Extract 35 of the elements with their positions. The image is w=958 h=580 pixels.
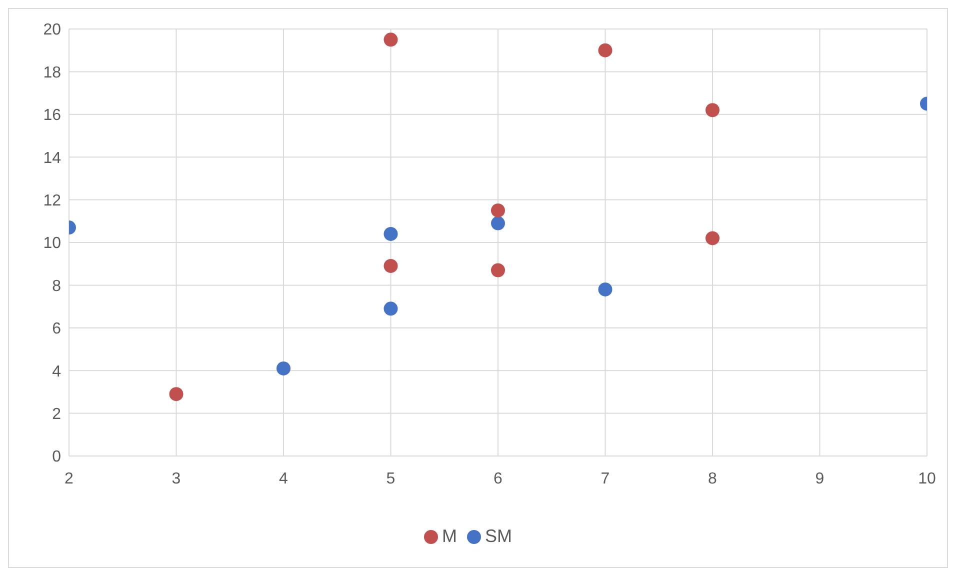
y-tick-label: 16 xyxy=(43,107,62,124)
point xyxy=(706,103,720,118)
point xyxy=(491,263,505,278)
point xyxy=(491,216,505,230)
x-tick-label: 10 xyxy=(918,470,936,488)
y-tick-label: 0 xyxy=(52,448,62,466)
y-tick-label: 6 xyxy=(52,320,62,338)
y-tick-label: 2 xyxy=(52,406,62,423)
point xyxy=(706,231,720,246)
y-tick-label: 20 xyxy=(43,22,62,39)
x-tick-label: 7 xyxy=(600,470,610,488)
y-tick-label: 18 xyxy=(43,64,62,82)
point xyxy=(384,32,398,47)
point xyxy=(169,387,184,402)
y-tick-label: 8 xyxy=(52,278,62,295)
legend-label: M xyxy=(442,526,457,546)
point xyxy=(384,226,398,241)
point xyxy=(598,282,612,296)
point xyxy=(598,43,612,58)
point xyxy=(491,203,505,218)
x-tick-label: 6 xyxy=(494,470,503,488)
y-tick-label: 14 xyxy=(43,150,62,167)
x-tick-label: 4 xyxy=(279,470,288,488)
legend-label: SM xyxy=(485,526,512,546)
y-tick-label: 12 xyxy=(43,192,62,210)
x-tick-label: 8 xyxy=(708,470,718,488)
y-tick-label: 10 xyxy=(43,235,62,252)
x-tick-label: 9 xyxy=(815,470,824,488)
point xyxy=(276,361,290,376)
point xyxy=(384,302,398,316)
x-tick-label: 3 xyxy=(172,470,181,488)
y-tick-label: 4 xyxy=(52,363,62,380)
x-tick-label: 5 xyxy=(386,470,396,488)
point xyxy=(384,258,398,273)
x-tick-label: 2 xyxy=(64,470,74,488)
